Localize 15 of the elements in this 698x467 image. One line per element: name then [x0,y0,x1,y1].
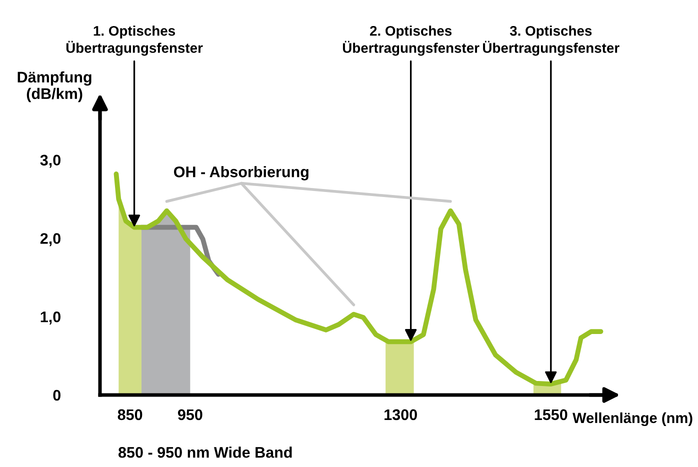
y-tick-label: 2,0 [40,233,60,246]
annotation: 1. Optisches Übertragungsfenster [66,26,203,56]
y-axis-title: Dämpfung (dB/km) [18,71,92,102]
y-tick-label: 1,0 [40,311,60,325]
annotation: 3. Optisches Übertragungsfenster [483,26,620,56]
x-tick-label: 850 [118,409,142,420]
annotation: 2. Optisches Übertragungsfenster [342,26,480,56]
x-tick-label: 1550 [534,409,568,420]
x-axis-title: Wellenlänge (nm) [572,412,692,426]
annotation: OH - Absorbierung [174,166,308,180]
x-tick-label: 950 [178,409,202,420]
text: 850 - 950 nm Wide Band [118,446,292,458]
y-tick-label: 0 [53,390,60,401]
y-tick-label: 3,0 [40,154,60,168]
x-tick-label: 1300 [384,409,417,420]
